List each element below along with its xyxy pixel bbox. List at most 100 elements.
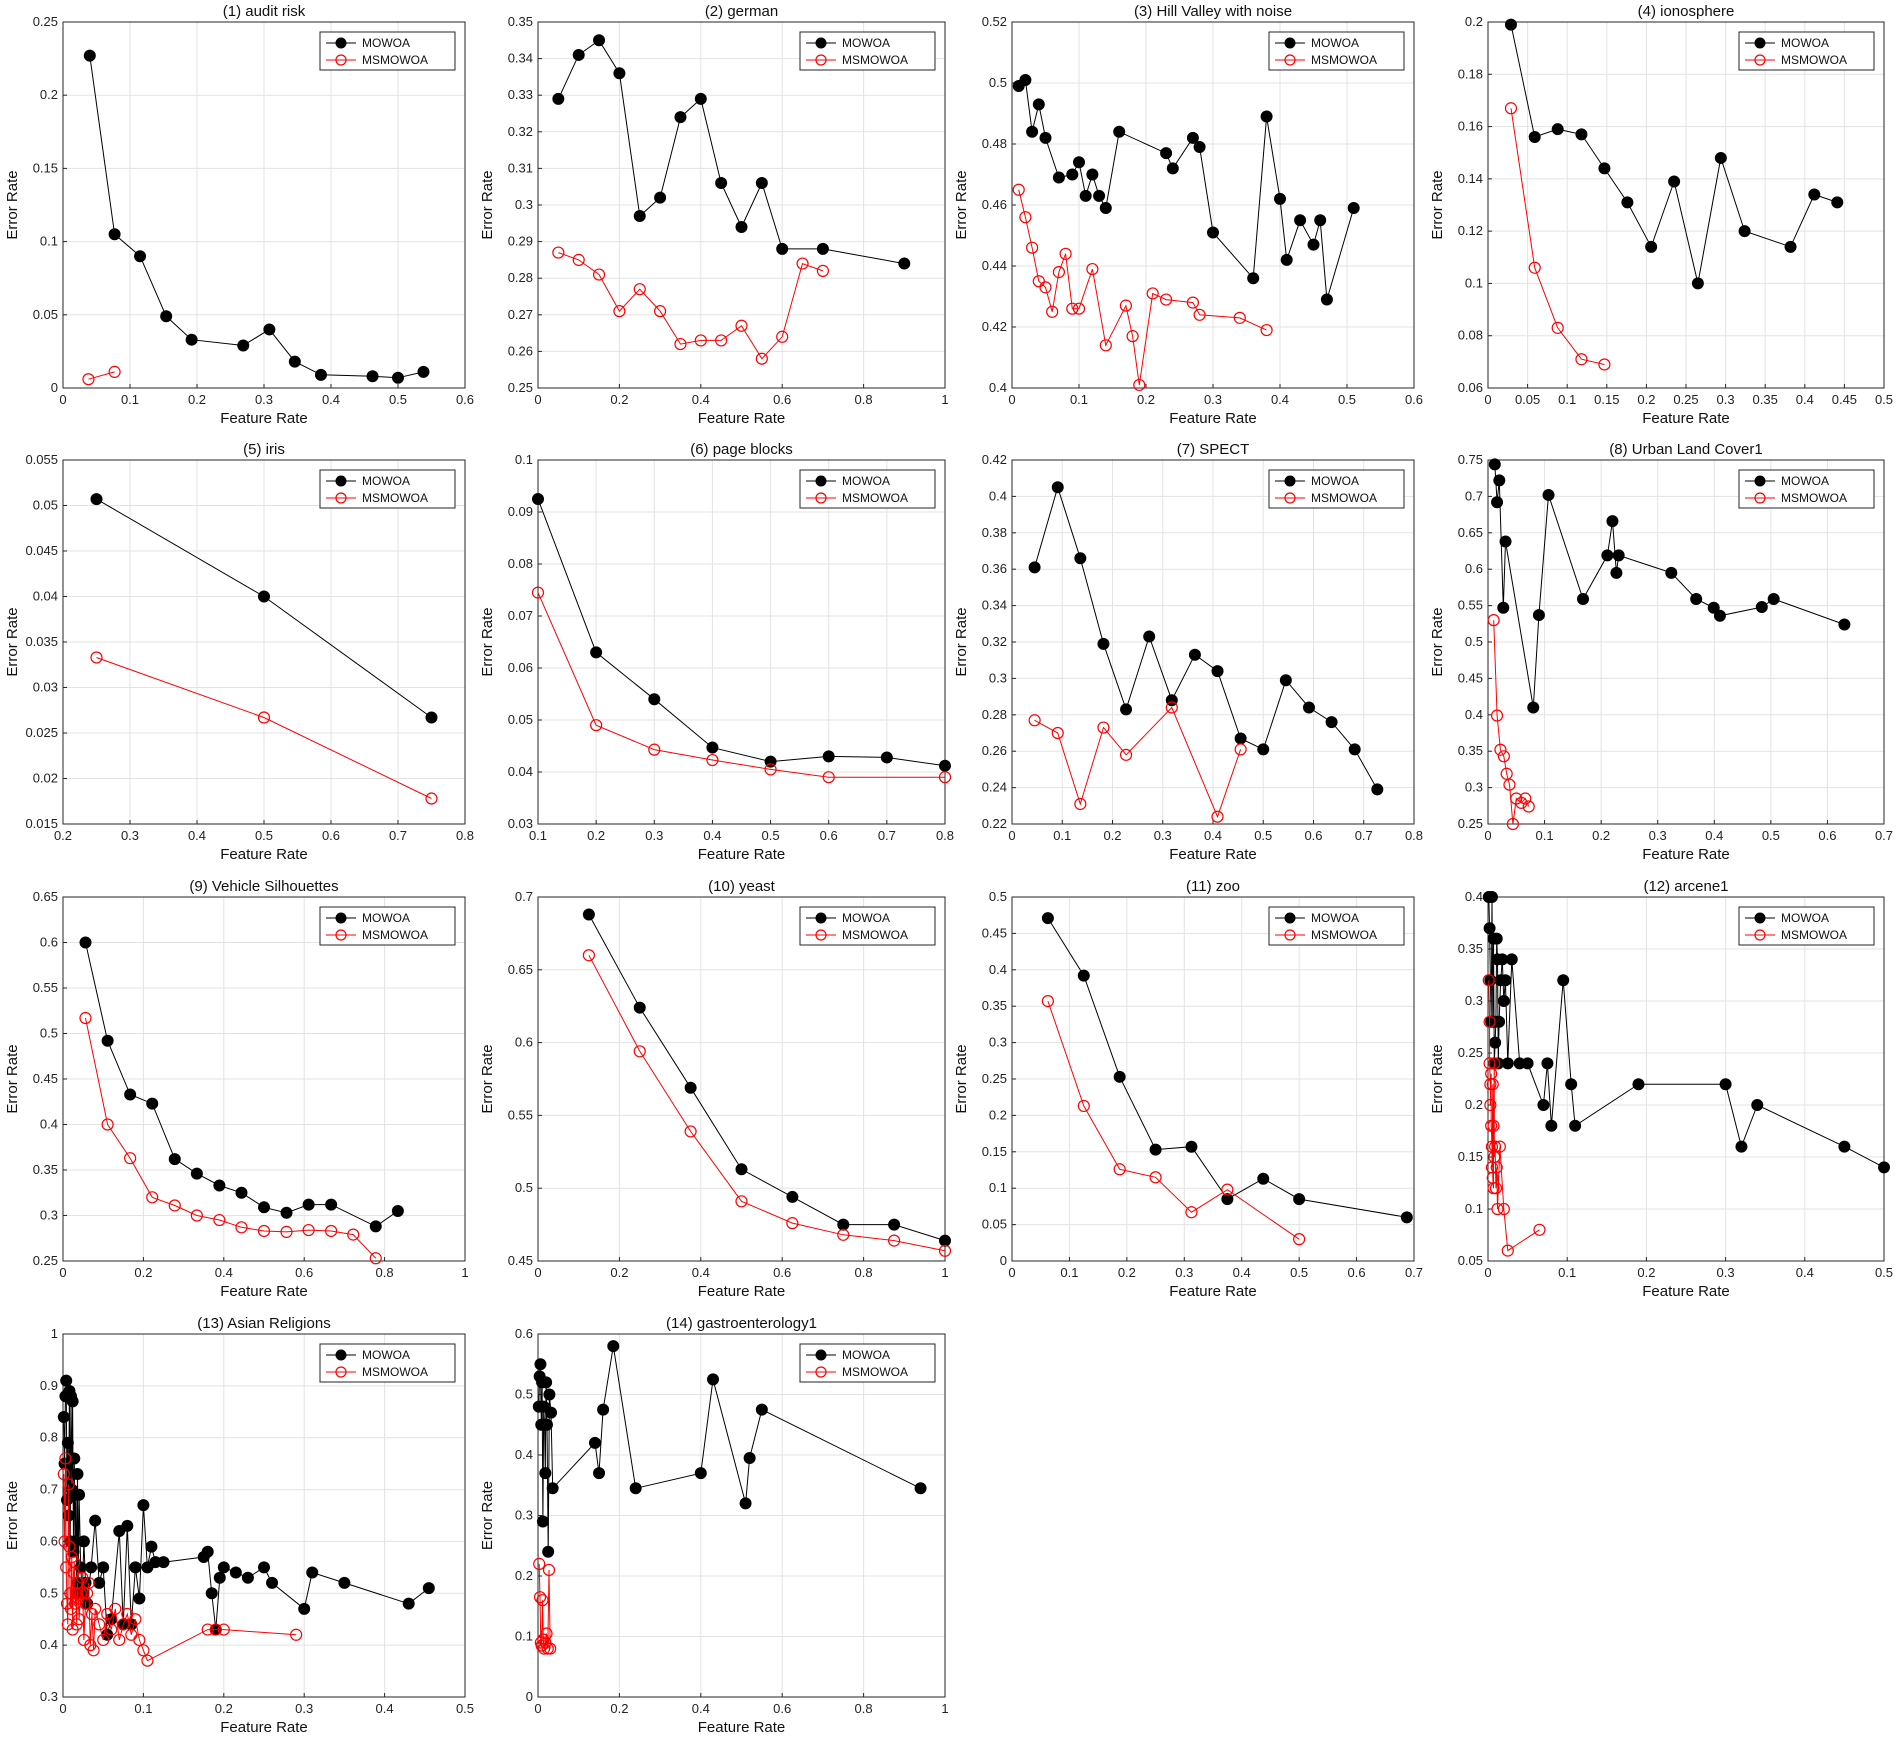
mowoa-point bbox=[1565, 1078, 1578, 1091]
y-tick-label: 0.28 bbox=[982, 707, 1007, 722]
legend-label: MSMOWOA bbox=[842, 1365, 908, 1379]
msmowoa-point bbox=[706, 753, 719, 767]
mowoa-point bbox=[1026, 125, 1039, 138]
msmowoa-point bbox=[201, 1623, 214, 1636]
msmowoa-point bbox=[1490, 709, 1504, 722]
x-axis-label: Feature Rate bbox=[1169, 846, 1257, 863]
mowoa-point bbox=[425, 711, 438, 724]
x-axis-label: Feature Rate bbox=[220, 846, 308, 863]
mowoa-point bbox=[258, 590, 270, 603]
y-tick-label: 0.12 bbox=[1458, 223, 1483, 238]
chart-panel: 0 0.1 0.2 0.3 0.4 0.5 0.6 0.7 0.25 0.3 0.35 0.4 0.45… bbox=[1429, 441, 1893, 863]
mowoa-point bbox=[1878, 1161, 1890, 1174]
msmowoa-point bbox=[290, 1628, 303, 1641]
mowoa-point bbox=[133, 1592, 146, 1605]
y-tick-label: 0.15 bbox=[33, 160, 58, 175]
mowoa-point bbox=[735, 1163, 748, 1176]
legend: MOWOA MSMOWOA bbox=[1738, 31, 1875, 71]
x-tick-label: 0.5 bbox=[762, 828, 780, 843]
msmowoa-point bbox=[141, 1654, 154, 1667]
msmowoa-point bbox=[82, 1576, 95, 1590]
mowoa-point bbox=[939, 759, 951, 772]
mowoa-point bbox=[1755, 601, 1768, 614]
y-tick-label: 0.33 bbox=[508, 87, 533, 102]
legend-marker-mowoa bbox=[335, 37, 347, 49]
mowoa-point bbox=[101, 1034, 114, 1047]
x-tick-label: 0.4 bbox=[692, 392, 710, 407]
plot-area-frame bbox=[62, 1333, 466, 1698]
mowoa-point bbox=[1074, 552, 1087, 565]
x-tick-label: 0.6 bbox=[773, 392, 791, 407]
y-tick-label: 0.2 bbox=[1465, 1097, 1483, 1112]
x-tick-label: 0.2 bbox=[1137, 392, 1155, 407]
y-tick-label: 0.7 bbox=[1465, 488, 1483, 503]
mowoa-point bbox=[888, 1218, 901, 1231]
y-tick-label: 0.9 bbox=[40, 1378, 58, 1393]
mowoa-point bbox=[1294, 214, 1307, 227]
y-tick-label: 0.05 bbox=[33, 307, 58, 322]
mowoa-point bbox=[816, 242, 829, 255]
msmowoa-point bbox=[113, 1633, 126, 1647]
mowoa-point bbox=[1751, 1099, 1764, 1111]
msmowoa-point bbox=[535, 1639, 548, 1652]
mowoa-point bbox=[325, 1198, 338, 1211]
msmowoa-point bbox=[1293, 1233, 1306, 1246]
msmowoa-point bbox=[1598, 358, 1611, 371]
msmowoa-point bbox=[124, 1152, 137, 1165]
y-tick-label: 0.055 bbox=[25, 452, 58, 467]
y-tick-label: 0.45 bbox=[1458, 670, 1483, 685]
mowoa-point bbox=[1113, 1070, 1126, 1083]
mowoa-point bbox=[694, 1467, 707, 1480]
y-axis-label: Error Rate bbox=[4, 1044, 21, 1113]
legend-label: MOWOA bbox=[362, 1348, 410, 1362]
y-tick-label: 0.4 bbox=[989, 380, 1007, 395]
legend-marker-msmowoa bbox=[1754, 492, 1766, 504]
mowoa-point bbox=[89, 1514, 102, 1527]
y-tick-label: 0.65 bbox=[508, 962, 533, 977]
mowoa-point bbox=[1601, 549, 1614, 562]
x-tick-label: 0.25 bbox=[1673, 392, 1698, 407]
msmowoa-point bbox=[592, 268, 606, 281]
msmowoa-point bbox=[1506, 817, 1519, 831]
legend-marker-mowoa bbox=[335, 1349, 347, 1361]
msmowoa-series-line bbox=[1488, 980, 1540, 1252]
msmowoa-point bbox=[74, 1587, 87, 1600]
mowoa-point bbox=[314, 368, 327, 381]
legend-label: MOWOA bbox=[842, 474, 890, 488]
msmowoa-point bbox=[1503, 778, 1516, 791]
mowoa-point bbox=[1400, 1211, 1413, 1224]
legend: MOWOA MSMOWOA bbox=[1268, 31, 1405, 71]
legend-label: MOWOA bbox=[362, 36, 410, 50]
mowoa-point bbox=[1557, 974, 1570, 987]
mowoa-point bbox=[241, 1571, 254, 1584]
chart-panel: 0 0.2 0.4 0.6 0.8 1 0.25 0.3 0.35 0.4 0.45 0.5 0.55 0… bbox=[4, 878, 469, 1300]
legend-marker-msmowoa bbox=[1284, 492, 1296, 504]
x-tick-label: 0.3 bbox=[121, 828, 139, 843]
x-axis-label: Feature Rate bbox=[698, 410, 786, 427]
mowoa-point bbox=[739, 1497, 752, 1510]
mowoa-series-line bbox=[1047, 917, 1407, 1218]
chart-title: (9) Vehicle Silhouettes bbox=[189, 878, 338, 895]
y-tick-label: 0.4 bbox=[515, 1447, 533, 1462]
x-tick-label: 0.1 bbox=[134, 1701, 152, 1716]
x-tick-label: 0.7 bbox=[878, 828, 896, 843]
y-axis-label: Error Rate bbox=[1429, 1044, 1446, 1113]
mowoa-point bbox=[540, 1418, 553, 1431]
x-tick-label: 0.5 bbox=[1290, 1265, 1308, 1280]
mowoa-point bbox=[1537, 1099, 1550, 1111]
msmowoa-point bbox=[57, 1467, 70, 1481]
x-axis-label: Feature Rate bbox=[698, 846, 786, 863]
mowoa-point bbox=[837, 1218, 850, 1231]
mowoa-point bbox=[542, 1545, 555, 1558]
mowoa-point bbox=[597, 1403, 610, 1416]
legend-marker-msmowoa bbox=[1754, 929, 1766, 941]
x-tick-label: 0.1 bbox=[1060, 1265, 1078, 1280]
chart-panel: 0 0.1 0.2 0.3 0.4 0.5 0.6 0.4 0.42 0.44 0.46 0.48 0.… bbox=[953, 3, 1423, 427]
msmowoa-point bbox=[1497, 1202, 1510, 1216]
mowoa-point bbox=[552, 92, 565, 105]
legend: MOWOA MSMOWOA bbox=[319, 469, 456, 509]
mowoa-point bbox=[588, 1436, 601, 1449]
msmowoa-point bbox=[1046, 305, 1059, 318]
mowoa-series-line bbox=[1034, 485, 1378, 790]
legend-marker-mowoa bbox=[1284, 37, 1296, 49]
